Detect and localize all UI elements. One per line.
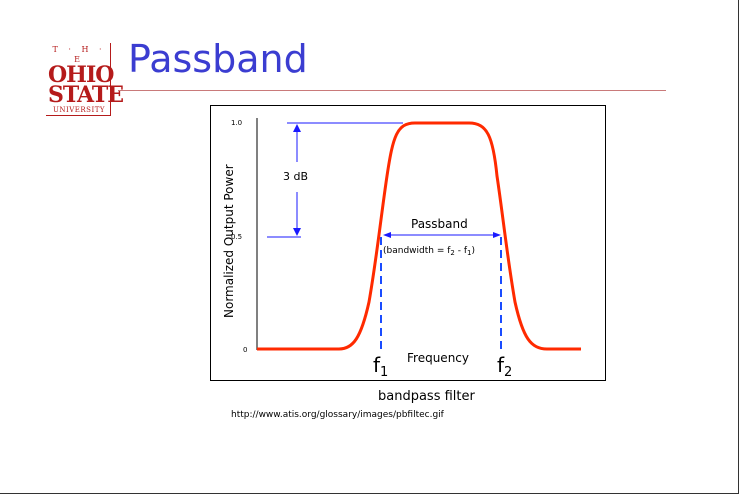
source-url: http://www.atis.org/glossary/images/pbfi… (231, 410, 444, 420)
f1-label: f1 (373, 353, 388, 380)
x-axis-label: Frequency (407, 351, 469, 365)
passband-diagram: 1.0 0.5 0 Normalized Output Power 3 dB P… (222, 118, 581, 380)
f2-label: f2 (497, 353, 512, 380)
slide-title: Passband (128, 37, 308, 81)
logo-frame (46, 43, 111, 116)
bandwidth-label: (bandwidth = f2 - f1) (383, 246, 475, 257)
university-logo: T · H · E OHIO STATE UNIVERSITY (46, 43, 124, 116)
db-label: 3 dB (283, 170, 308, 183)
ytick-0: 0 (243, 346, 247, 354)
ytick-0-5: 0.5 (231, 233, 242, 241)
logo-line-the: T · H · E (52, 45, 106, 64)
passband-label: Passband (411, 217, 468, 231)
passband-arrowhead-left (383, 232, 391, 238)
y-axis-label: Normalized Output Power (222, 164, 236, 318)
passband-arrowhead-right (493, 232, 501, 238)
passband-figure: 1.0 0.5 0 Normalized Output Power 3 dB P… (210, 105, 606, 381)
ytick-1: 1.0 (231, 119, 242, 127)
title-rule (118, 90, 666, 91)
logo-line-state: STATE (48, 82, 124, 108)
bandpass-curve (257, 121, 581, 351)
logo-line-ohio: OHIO (48, 62, 114, 88)
figure-caption: bandpass filter (378, 389, 475, 404)
logo-line-university: UNIVERSITY (52, 106, 106, 114)
